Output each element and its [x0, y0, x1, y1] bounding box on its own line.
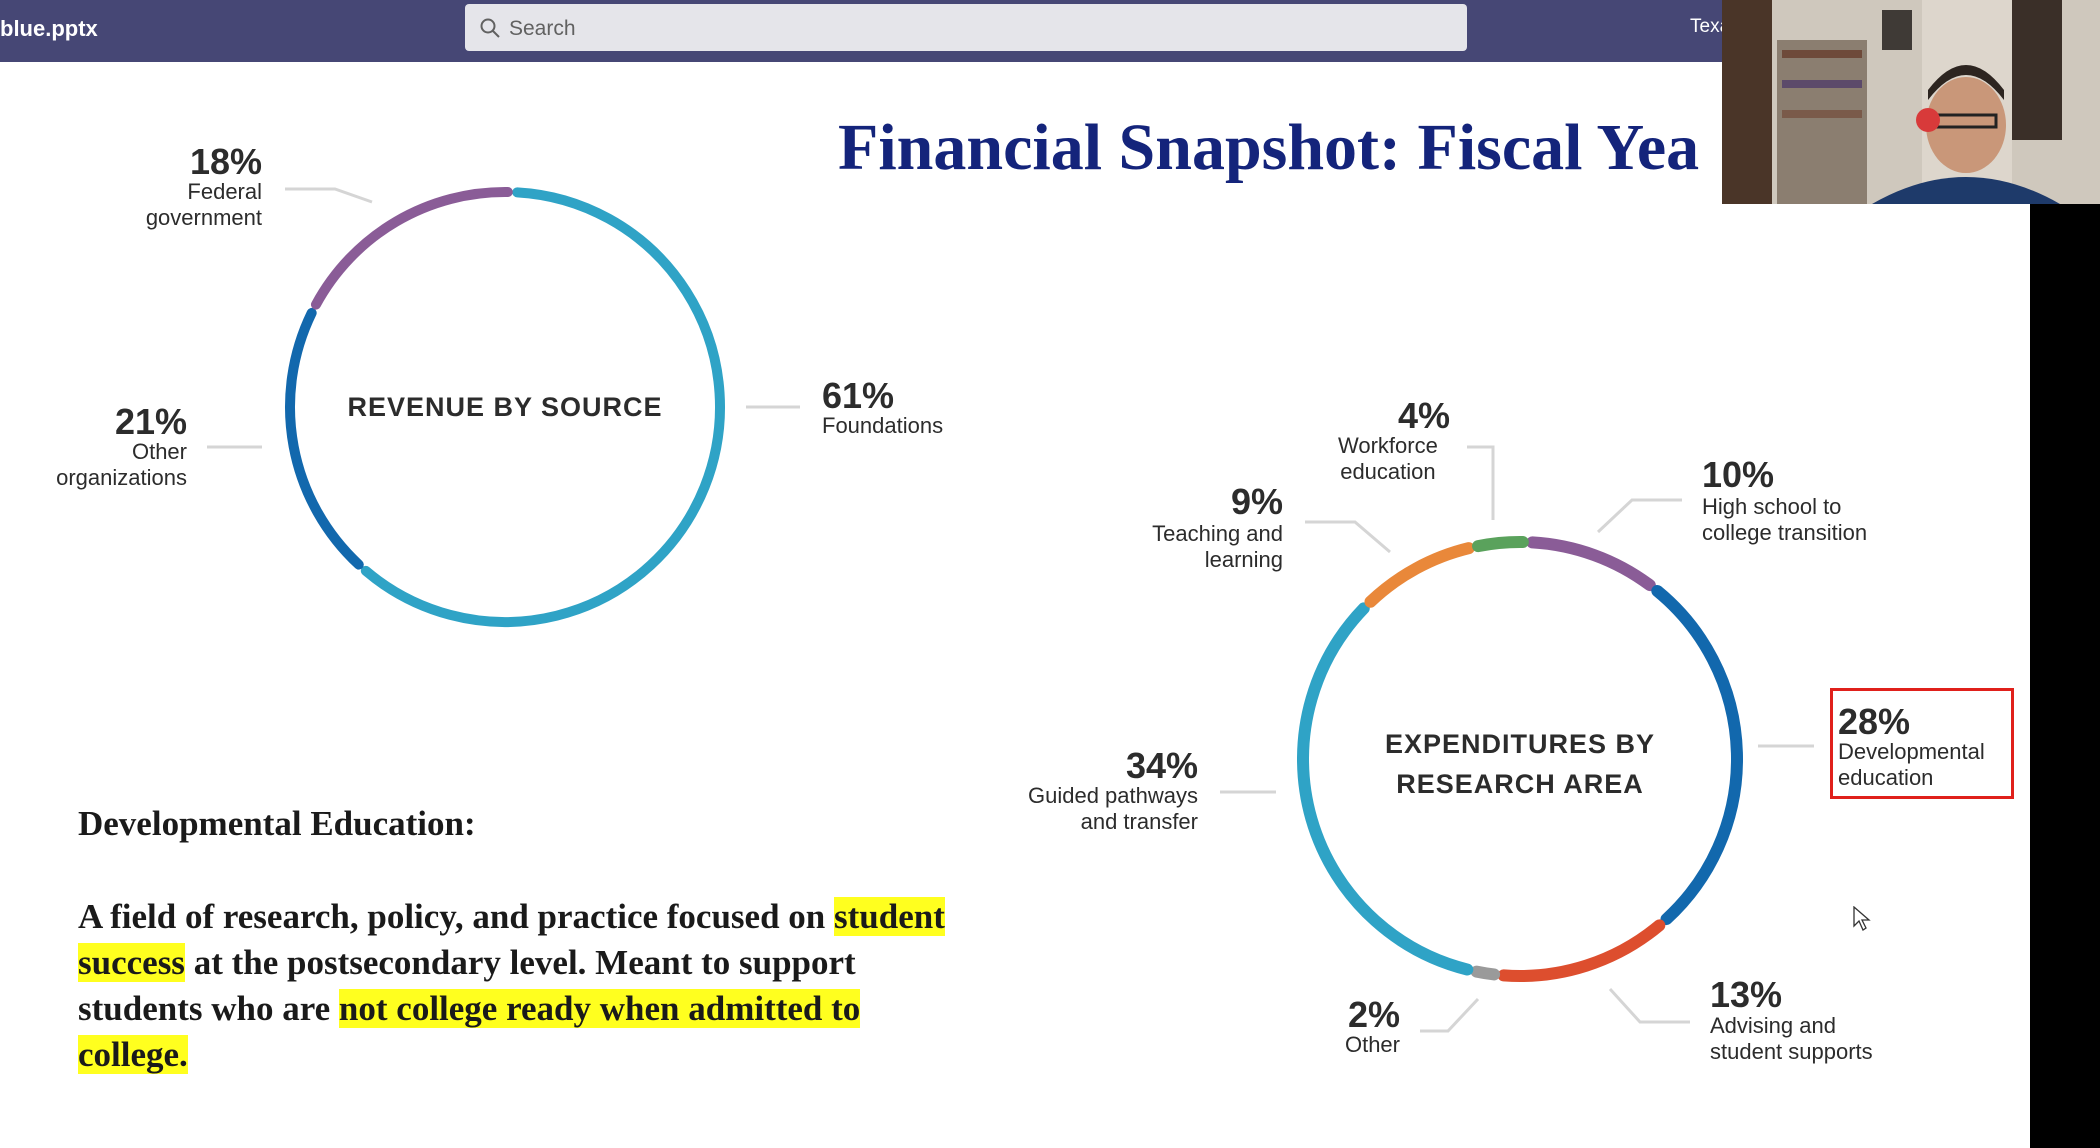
revenue-slice-foundations	[360, 187, 725, 627]
other-orgs-label: Other organizations	[56, 439, 187, 490]
definition-text-1: A field of research, policy, and practic…	[78, 897, 835, 936]
search-placeholder: Search	[509, 17, 576, 40]
exp-center-line-1: EXPENDITURES BY	[1384, 729, 1656, 759]
expenditure-slice-high-school-to-college-transition	[1526, 536, 1656, 592]
other-label: Other	[1344, 1032, 1400, 1057]
advising-label: Advising and student supports	[1710, 1013, 1873, 1064]
leader-lines	[207, 187, 1814, 1033]
other-orgs-pct: 21%	[114, 401, 187, 442]
expenditures-donut-center-label: EXPENDITURES BY RESEARCH AREA	[1320, 724, 1720, 804]
expenditure-slice-advising-and-student-supports	[1497, 919, 1666, 982]
revenue-donut-center-label: REVENUE BY SOURCE	[347, 392, 663, 422]
search-input[interactable]: Search	[465, 4, 1467, 51]
revenue-slice-other-organizations	[285, 307, 364, 570]
guided-label: Guided pathways and transfer	[1028, 783, 1198, 834]
federal-pct: 18%	[189, 141, 262, 182]
video-person-image	[1722, 0, 2100, 204]
slide-title: Financial Snapshot: Fiscal Yea	[838, 111, 1700, 184]
mouse-cursor-icon	[1853, 906, 1871, 931]
file-name: blue.pptx	[0, 16, 98, 41]
developmental-pct: 28%	[1838, 701, 1911, 742]
participant-video-tile[interactable]	[1722, 0, 2100, 204]
expenditure-slice-other	[1470, 965, 1501, 981]
workforce-pct: 4%	[1397, 395, 1450, 436]
definition-text-2: at the postsecondary level. Meant to sup…	[78, 943, 856, 1028]
expenditure-slice-guided-pathways-and-transfer	[1297, 602, 1474, 976]
expenditure-slice-workforce-education	[1472, 536, 1529, 553]
search-icon	[480, 18, 500, 38]
revenue-slice-federal-government	[310, 187, 513, 310]
teaching-label: Teaching and learning	[1152, 521, 1283, 572]
exp-center-line-2: RESEARCH AREA	[1396, 769, 1644, 799]
screen-edge-strip	[2030, 62, 2100, 1148]
guided-pct: 34%	[1125, 745, 1198, 786]
highschool-label: High school to college transition	[1702, 494, 1868, 545]
highschool-pct: 10%	[1702, 454, 1775, 495]
expenditure-slice-teaching-and-learning	[1364, 542, 1475, 608]
foundations-pct: 61%	[822, 375, 895, 416]
workforce-label: Workforce education	[1338, 433, 1438, 484]
developmental-label: Developmental education	[1838, 739, 1985, 790]
definition-body: A field of research, policy, and practic…	[78, 894, 978, 1078]
other-pct: 2%	[1347, 994, 1400, 1035]
foundations-label: Foundations	[822, 413, 944, 438]
teaching-pct: 9%	[1230, 481, 1283, 522]
expenditure-slice-developmental-education	[1651, 584, 1743, 926]
developmental-highlight-box	[1830, 688, 2014, 799]
advising-pct: 13%	[1710, 974, 1783, 1015]
definition-heading: Developmental Education:	[78, 804, 476, 843]
slide-canvas: Financial Snapshot: Fiscal Yea REVENUE B…	[0, 62, 2030, 1148]
federal-label: Federal government	[145, 179, 262, 230]
revenue-donut-chart	[207, 187, 1814, 1033]
